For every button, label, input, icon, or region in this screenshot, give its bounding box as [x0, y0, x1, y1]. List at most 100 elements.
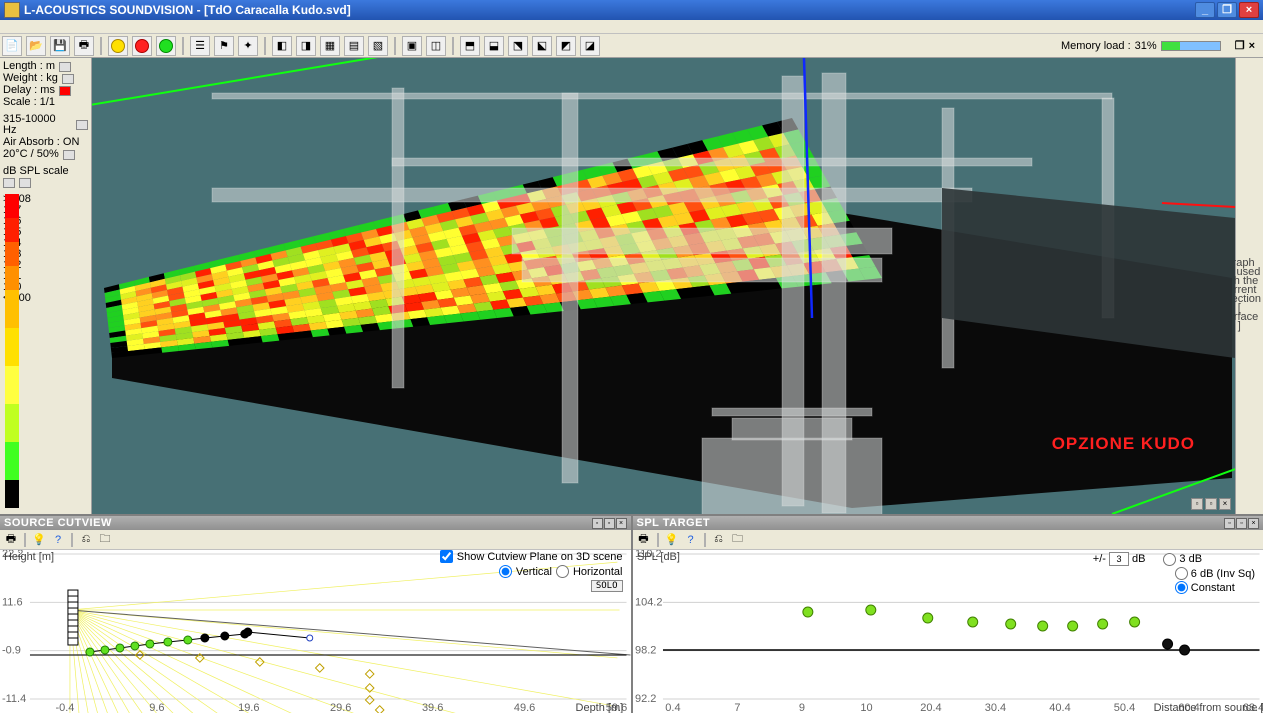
vertical-label: Vertical	[516, 566, 552, 578]
vertical-radio[interactable]	[499, 565, 512, 578]
spl-title: SPL TARGET	[637, 517, 1225, 529]
spl-tool-a[interactable]: ⎌	[711, 532, 727, 548]
view-handle-b[interactable]: ▫	[1205, 498, 1217, 510]
save-button[interactable]: 💾	[50, 36, 70, 56]
temp-icon[interactable]	[63, 150, 75, 160]
svg-text:39.6: 39.6	[422, 702, 443, 713]
maximize-button[interactable]: ❐	[1217, 2, 1237, 18]
right-info-strip: Graph not used with the current selectio…	[1235, 58, 1263, 514]
svg-text:Depth [m]: Depth [m]	[576, 702, 624, 713]
menu-bar	[0, 20, 1263, 34]
dot-green-button[interactable]	[156, 36, 176, 56]
opt-3db-radio[interactable]	[1163, 553, 1176, 566]
spl-body[interactable]: +/- 3 dB 3 dB 6 dB (Inv Sq) Constant 110…	[633, 550, 1263, 713]
cutview-bulb-icon[interactable]: 💡	[31, 532, 47, 548]
svg-text:SPL [dB]: SPL [dB]	[636, 551, 679, 563]
separator	[100, 37, 102, 55]
view-handle-c[interactable]: ×	[1219, 498, 1231, 510]
cutview-tool-a[interactable]: ⎌	[78, 532, 94, 548]
cutview-max[interactable]: ▫	[604, 518, 615, 529]
temprh-label: 20°C / 50%	[3, 149, 59, 160]
view-handle-a[interactable]: ▫	[1191, 498, 1203, 510]
tool-h-button[interactable]: ⬒	[460, 36, 480, 56]
length-icon[interactable]	[59, 62, 71, 72]
tool-d-button[interactable]: ▤	[344, 36, 364, 56]
cutview-pin[interactable]: ▫	[592, 518, 603, 529]
show-plane-checkbox[interactable]	[440, 550, 453, 563]
spl-help-icon[interactable]: ?	[683, 532, 699, 548]
close-button[interactable]: ×	[1239, 2, 1259, 18]
svg-text:29.6: 29.6	[330, 702, 351, 713]
solo-button[interactable]: SOLO	[591, 580, 623, 592]
svg-text:9.6: 9.6	[149, 702, 164, 713]
memload-label: Memory load :	[1061, 40, 1131, 52]
tool-c-button[interactable]: ▦	[320, 36, 340, 56]
svg-text:-0.9: -0.9	[2, 645, 21, 657]
left-info-panel: Length : m Weight : kg Delay : ms Scale …	[0, 58, 92, 514]
3d-view[interactable]: OPZIONE KUDO ▫ ▫ ×	[92, 58, 1235, 514]
overlay-text: OPZIONE KUDO	[1052, 434, 1195, 454]
tool-l-button[interactable]: ◩	[556, 36, 576, 56]
flag-button[interactable]: ⚑	[214, 36, 234, 56]
mdi-restore-button[interactable]: ❐	[1235, 39, 1245, 52]
tool-m-button[interactable]: ◪	[580, 36, 600, 56]
app-icon	[4, 2, 20, 18]
svg-text:49.6: 49.6	[514, 702, 535, 713]
spl-close[interactable]: ×	[1248, 518, 1259, 529]
window-title: L-ACOUSTICS SOUNDVISION - [TdO Caracalla…	[24, 3, 1195, 17]
freq-icon[interactable]	[76, 120, 88, 130]
dot-red-button[interactable]	[132, 36, 152, 56]
spl-max[interactable]: ▫	[1236, 518, 1247, 529]
cutview-body[interactable]: Show Cutview Plane on 3D scene Vertical …	[0, 550, 631, 713]
dot-yellow-button[interactable]	[108, 36, 128, 56]
cutview-header: SOURCE CUTVIEW ▫▫×	[0, 516, 631, 530]
mdi-close-button[interactable]: ×	[1249, 40, 1255, 52]
print-button[interactable]: 🖶	[74, 36, 94, 56]
horizontal-radio[interactable]	[556, 565, 569, 578]
svg-text:0.4: 0.4	[665, 702, 680, 713]
tool-e-button[interactable]: ▧	[368, 36, 388, 56]
spl-pin[interactable]: ▫	[1224, 518, 1235, 529]
delay-label: Delay : ms	[3, 85, 55, 96]
separator	[264, 37, 266, 55]
tool-j-button[interactable]: ⬔	[508, 36, 528, 56]
tool-i-button[interactable]: ⬓	[484, 36, 504, 56]
tool-k-button[interactable]: ⬕	[532, 36, 552, 56]
db-input[interactable]: 3	[1109, 552, 1129, 566]
show-plane-label: Show Cutview Plane on 3D scene	[457, 551, 623, 563]
cutview-close[interactable]: ×	[616, 518, 627, 529]
weight-icon[interactable]	[62, 74, 74, 84]
memload-bar	[1161, 41, 1221, 51]
list-button[interactable]: ☰	[190, 36, 210, 56]
cutview-tool-b[interactable]: 🗀	[97, 532, 113, 548]
opt-6db-radio[interactable]	[1175, 567, 1188, 580]
tool-b-button[interactable]: ◨	[296, 36, 316, 56]
separator	[394, 37, 396, 55]
star-button[interactable]: ✦	[238, 36, 258, 56]
cutview-help-icon[interactable]: ?	[50, 532, 66, 548]
opt-const-label: Constant	[1191, 582, 1235, 594]
svg-text:104.2: 104.2	[634, 596, 662, 608]
spl-icon-a[interactable]	[3, 178, 15, 188]
cutview-print-button[interactable]: 🖶	[3, 532, 19, 548]
svg-text:50.4: 50.4	[1113, 702, 1134, 713]
minimize-button[interactable]: _	[1195, 2, 1215, 18]
new-button[interactable]: 📄	[2, 36, 22, 56]
svg-text:19.6: 19.6	[238, 702, 259, 713]
spl-icon-b[interactable]	[19, 178, 31, 188]
svg-text:92.2: 92.2	[634, 693, 655, 705]
cutview-toolbar: 🖶 💡 ? ⎌ 🗀	[0, 530, 631, 550]
spl-print-button[interactable]: 🖶	[636, 532, 652, 548]
cutview-controls: Show Cutview Plane on 3D scene Vertical …	[440, 550, 623, 594]
spl-tool-b[interactable]: 🗀	[730, 532, 746, 548]
open-button[interactable]: 📂	[26, 36, 46, 56]
tool-g-button[interactable]: ◫	[426, 36, 446, 56]
opt-const-radio[interactable]	[1175, 581, 1188, 594]
db-unit: dB	[1132, 553, 1145, 565]
title-bar: L-ACOUSTICS SOUNDVISION - [TdO Caracalla…	[0, 0, 1263, 20]
svg-text:20.4: 20.4	[920, 702, 941, 713]
spl-bulb-icon[interactable]: 💡	[664, 532, 680, 548]
tool-f-button[interactable]: ▣	[402, 36, 422, 56]
delay-icon[interactable]	[59, 86, 71, 96]
tool-a-button[interactable]: ◧	[272, 36, 292, 56]
